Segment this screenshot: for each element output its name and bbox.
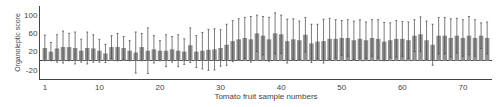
svg-text:10: 10 — [95, 83, 104, 92]
svg-text:60: 60 — [398, 83, 407, 92]
svg-text:70: 70 — [458, 83, 467, 92]
svg-text:-20: -20 — [26, 66, 38, 75]
svg-text:60: 60 — [28, 29, 37, 38]
svg-text:Organoleptic score: Organoleptic score — [14, 13, 22, 72]
svg-text:100: 100 — [24, 11, 38, 20]
svg-text:50: 50 — [337, 83, 346, 92]
svg-text:20: 20 — [156, 83, 165, 92]
svg-text:1: 1 — [43, 83, 48, 92]
svg-text:20: 20 — [28, 47, 37, 56]
svg-text:30: 30 — [216, 83, 225, 92]
svg-text:40: 40 — [277, 83, 286, 92]
svg-text:Tomato fruit sample numbers: Tomato fruit sample numbers — [214, 92, 317, 101]
